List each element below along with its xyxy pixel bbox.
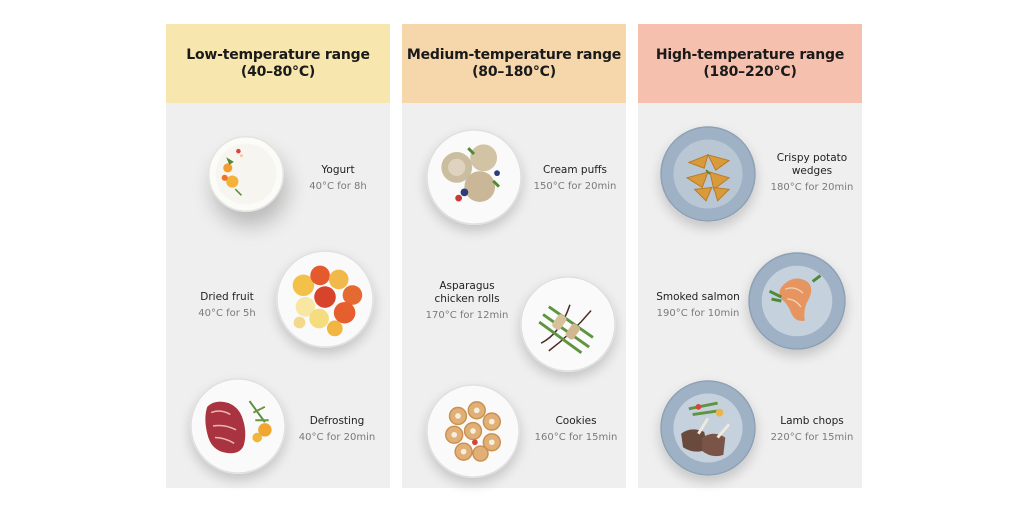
cream-puffs-label: Cream puffs 150°C for 20min xyxy=(528,164,622,193)
medium-temperature-column: Medium-temperature range (80–180°C) Crea… xyxy=(402,24,626,488)
dried-fruit-label: Dried fruit 40°C for 5h xyxy=(188,291,266,320)
column-title: High-temperature range xyxy=(655,46,845,63)
item-name-line-2: wedges xyxy=(791,165,833,177)
high-temperature-column: High-temperature range (180–220°C) Crisp… xyxy=(638,24,862,488)
asparagus-rolls-plate-icon xyxy=(520,276,616,372)
item-name: Cookies xyxy=(555,415,597,427)
column-range: (80–180°C) xyxy=(472,63,556,80)
column-range: (40–80°C) xyxy=(240,63,316,80)
steak-plate-icon xyxy=(190,378,286,474)
item-name: Cream puffs xyxy=(543,164,607,176)
item-name: Lamb chops xyxy=(780,415,844,427)
smoked-salmon-label: Smoked salmon 190°C for 10min xyxy=(650,291,746,320)
item-name: Defrosting xyxy=(309,415,365,427)
high-temperature-header: High-temperature range (180–220°C) xyxy=(638,24,862,103)
low-temperature-column: Low-temperature range (40–80°C) Yogurt 4… xyxy=(166,24,390,488)
item-name: Dried fruit xyxy=(200,291,254,303)
yogurt-label: Yogurt 40°C for 8h xyxy=(300,164,376,193)
defrosting-label: Defrosting 40°C for 20min xyxy=(296,415,378,444)
low-temperature-header: Low-temperature range (40–80°C) xyxy=(166,24,390,103)
column-title: Medium-temperature range xyxy=(406,46,622,63)
item-name: Yogurt xyxy=(321,164,355,176)
dried-fruit-plate-icon xyxy=(276,250,374,348)
potato-wedges-plate-icon xyxy=(660,126,756,222)
item-temp: 40°C for 8h xyxy=(309,181,367,192)
item-temp: 40°C for 5h xyxy=(198,308,256,319)
item-name-line-1: Crispy potato xyxy=(776,152,848,164)
cream-puffs-plate-icon xyxy=(426,129,522,225)
medium-temperature-header: Medium-temperature range (80–180°C) xyxy=(402,24,626,103)
lamb-chops-label: Lamb chops 220°C for 15min xyxy=(764,415,860,444)
item-temp: 220°C for 15min xyxy=(770,432,854,443)
cookies-plate-icon xyxy=(426,384,520,478)
item-temp: 170°C for 12min xyxy=(425,310,509,321)
item-temp: 180°C for 20min xyxy=(770,182,854,193)
item-name-line-2: chicken rolls xyxy=(434,293,500,305)
yogurt-bowl-icon xyxy=(208,136,284,212)
potato-wedges-label: Crispy potato wedges 180°C for 20min xyxy=(764,152,860,194)
salmon-plate-icon xyxy=(748,252,846,350)
cookies-label: Cookies 160°C for 15min xyxy=(528,415,624,444)
item-temp: 150°C for 20min xyxy=(533,181,617,192)
item-name: Smoked salmon xyxy=(656,291,740,303)
item-temp: 160°C for 15min xyxy=(534,432,618,443)
item-name-line-1: Asparagus xyxy=(439,280,495,292)
lamb-chops-plate-icon xyxy=(660,380,756,476)
item-temp: 40°C for 20min xyxy=(298,432,376,443)
item-temp: 190°C for 10min xyxy=(656,308,740,319)
asparagus-chicken-rolls-label: Asparagus chicken rolls 170°C for 12min xyxy=(420,280,514,322)
column-range: (180–220°C) xyxy=(703,63,797,80)
column-title: Low-temperature range xyxy=(186,46,370,63)
